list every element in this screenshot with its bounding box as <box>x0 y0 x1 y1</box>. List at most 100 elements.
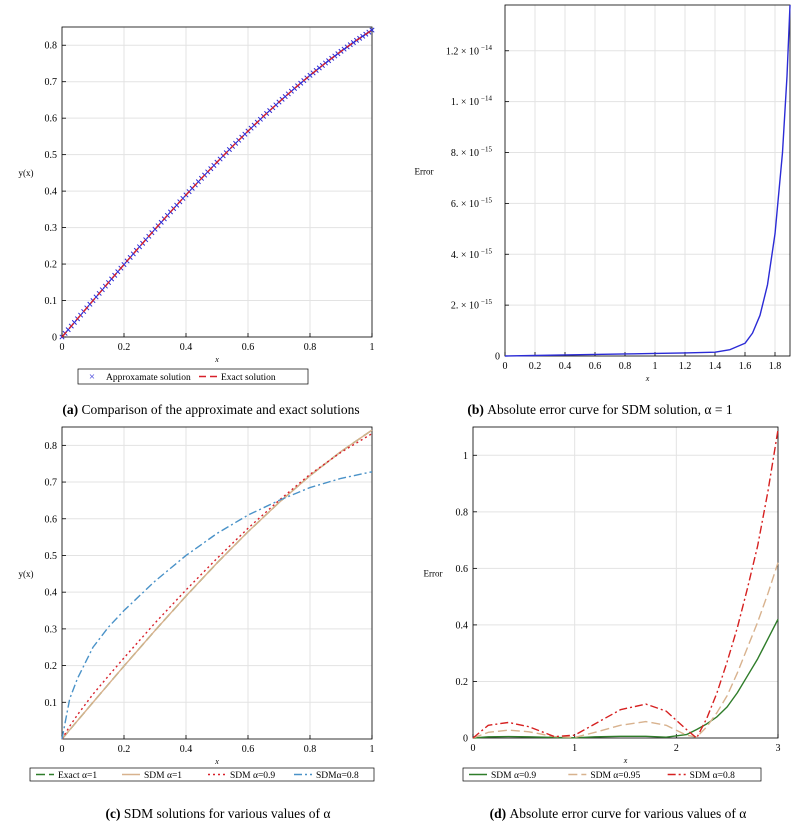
series-line <box>504 4 791 357</box>
y-tick-label: 0 <box>463 734 468 745</box>
y-tick-label: 0.5 <box>45 150 58 161</box>
plot-frame <box>61 426 373 740</box>
y-tick-label: 0.8 <box>45 441 58 452</box>
x-tick-label: 0.4 <box>180 342 193 353</box>
legend-label: Approxamate solution <box>106 373 191 383</box>
y-tick-label: 1. × 10 <box>451 97 479 108</box>
x-tick-label: 1 <box>572 743 577 754</box>
y-axis-label: y(x) <box>19 569 34 579</box>
x-axis-label: x <box>645 374 650 383</box>
y-tick-label: 6. × 10 <box>451 199 479 210</box>
series-line <box>472 429 779 739</box>
y-tick-label: 0 <box>495 352 500 363</box>
y-tick-exponent: −15 <box>481 298 492 306</box>
caption-letter: (b) <box>467 402 487 417</box>
legend-label: SDMα=0.8 <box>316 771 359 781</box>
panel-caption: (d) Absolute error curve for various val… <box>490 806 747 821</box>
x-axis-label: x <box>214 355 219 364</box>
y-tick-label: 0.8 <box>45 41 58 52</box>
x-tick-label: 2 <box>674 743 679 754</box>
legend-box <box>462 767 762 782</box>
legend: SDM α=0.9 SDM α=0.95 SDM α=0.8 <box>462 767 762 782</box>
x-tick-label: 0.6 <box>242 342 255 353</box>
y-tick-exponent: −15 <box>481 196 492 204</box>
x-tick-label: 1.8 <box>769 361 782 372</box>
x-tick-label: 3 <box>776 743 781 754</box>
y-tick-label: 8. × 10 <box>451 148 479 159</box>
y-tick-label: 0.2 <box>456 677 469 688</box>
series-line <box>472 562 779 739</box>
x-axis-label: x <box>623 756 628 765</box>
y-tick-label: 1 <box>463 451 468 462</box>
chart-panel-b: 0 0.2 0.4 0.6 0.8 1 1.2 1.4 1.6 1.802. × 10 −154. … <box>415 4 791 417</box>
y-axis-label: Error <box>424 569 443 579</box>
y-tick-exponent: −15 <box>481 146 492 154</box>
legend-marker: × <box>89 371 95 383</box>
legend: Exact α=1 SDM α=1 SDM α=0.9 SDMα=0.8 <box>29 767 375 782</box>
plot-frame <box>472 426 779 739</box>
y-tick-label: 2. × 10 <box>451 301 479 312</box>
panel-caption: (a) Comparison of the approximate and ex… <box>62 402 359 417</box>
caption-letter: (a) <box>62 402 81 417</box>
caption-text: Comparison of the approximate and exact … <box>81 402 359 417</box>
caption-text: Absolute error curve for SDM solution, α… <box>487 402 732 417</box>
x-tick-label: 0.8 <box>619 361 632 372</box>
x-tick-label: 0.2 <box>529 361 542 372</box>
legend-label: Exact α=1 <box>58 771 97 781</box>
caption-text: Absolute error curve for various values … <box>510 806 747 821</box>
x-tick-label: 1 <box>370 744 375 755</box>
y-axis-label: y(x) <box>19 168 34 178</box>
caption-text: SDM solutions for various values of α <box>124 806 331 821</box>
legend-box <box>77 368 309 385</box>
x-tick-label: 0 <box>60 744 65 755</box>
x-tick-label: 0.8 <box>304 342 317 353</box>
x-tick-label: 0.8 <box>304 744 317 755</box>
caption-letter: (c) <box>106 806 124 821</box>
series-line <box>472 618 779 739</box>
y-tick-label: 0.3 <box>45 223 58 234</box>
legend-label: Exact solution <box>221 373 276 383</box>
y-tick-label: 0.2 <box>45 260 58 271</box>
y-tick-label: 0.2 <box>45 661 58 672</box>
y-tick-label: 0.1 <box>45 296 58 307</box>
y-tick-label: 0.6 <box>45 514 58 525</box>
y-tick-label: 0.6 <box>456 564 469 575</box>
y-tick-label: 0.4 <box>456 620 469 631</box>
y-tick-exponent: −15 <box>481 247 492 255</box>
legend-label: SDM α=0.9 <box>230 771 275 781</box>
series-line <box>61 29 373 338</box>
y-tick-label: 0.7 <box>45 478 58 489</box>
chart-panel-c: 0 0.2 0.4 0.6 0.8 1 0.1 0.2 0.3 0.4 0.5 0.6 0.7 0.8 x y… <box>19 426 375 821</box>
panel-caption: (c) SDM solutions for various values of … <box>106 806 331 821</box>
x-tick-label: 0.2 <box>118 342 131 353</box>
caption-letter: (d) <box>490 806 510 821</box>
y-tick-exponent: −14 <box>481 44 492 52</box>
y-tick-label: 0.4 <box>45 187 58 198</box>
legend-label: SDM α=0.95 <box>590 771 640 781</box>
x-tick-label: 0 <box>60 342 65 353</box>
y-axis-label: Error <box>415 167 434 177</box>
x-tick-label: 0.2 <box>118 744 131 755</box>
series-line <box>61 471 373 740</box>
series-line <box>61 429 373 740</box>
x-tick-label: 0.6 <box>242 744 255 755</box>
x-tick-label: 1.4 <box>709 361 722 372</box>
y-tick-label: 4. × 10 <box>451 250 479 261</box>
legend-label: SDM α=1 <box>144 771 182 781</box>
legend: × Approxamate solution Exact solution <box>77 368 309 385</box>
x-tick-label: 1 <box>370 342 375 353</box>
x-tick-label: 1.6 <box>739 361 752 372</box>
x-tick-label: 0 <box>503 361 508 372</box>
plot-frame <box>504 4 791 357</box>
series-line <box>61 433 373 740</box>
y-tick-label: 0.3 <box>45 624 58 635</box>
x-tick-label: 1 <box>653 361 658 372</box>
y-tick-label: 0 <box>52 333 57 344</box>
y-tick-label: 0.4 <box>45 588 58 599</box>
y-tick-label: 0.7 <box>45 77 58 88</box>
x-tick-label: 0.4 <box>180 744 193 755</box>
x-tick-label: 0 <box>471 743 476 754</box>
legend-box <box>29 767 375 782</box>
